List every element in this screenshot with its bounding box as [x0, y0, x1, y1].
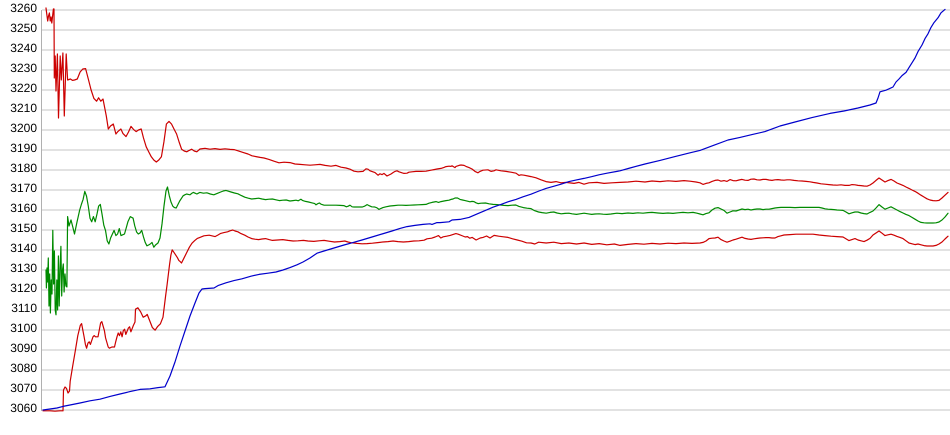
svg-text:3160: 3160 — [10, 201, 37, 215]
svg-text:3250: 3250 — [10, 21, 37, 35]
svg-text:3220: 3220 — [10, 81, 37, 95]
svg-text:3150: 3150 — [10, 221, 37, 235]
svg-text:3200: 3200 — [10, 121, 37, 135]
svg-text:3130: 3130 — [10, 261, 37, 275]
svg-text:3230: 3230 — [10, 61, 37, 75]
svg-text:3060: 3060 — [10, 401, 37, 415]
svg-text:3190: 3190 — [10, 141, 37, 155]
svg-text:3070: 3070 — [10, 381, 37, 395]
svg-text:3260: 3260 — [10, 1, 37, 15]
svg-text:3240: 3240 — [10, 41, 37, 55]
svg-text:3100: 3100 — [10, 321, 37, 335]
svg-text:3180: 3180 — [10, 161, 37, 175]
svg-text:3210: 3210 — [10, 101, 37, 115]
svg-text:3120: 3120 — [10, 281, 37, 295]
svg-text:3140: 3140 — [10, 241, 37, 255]
svg-text:3110: 3110 — [11, 301, 37, 315]
svg-text:3170: 3170 — [10, 181, 37, 195]
svg-text:3090: 3090 — [10, 341, 37, 355]
svg-text:3080: 3080 — [10, 361, 37, 375]
